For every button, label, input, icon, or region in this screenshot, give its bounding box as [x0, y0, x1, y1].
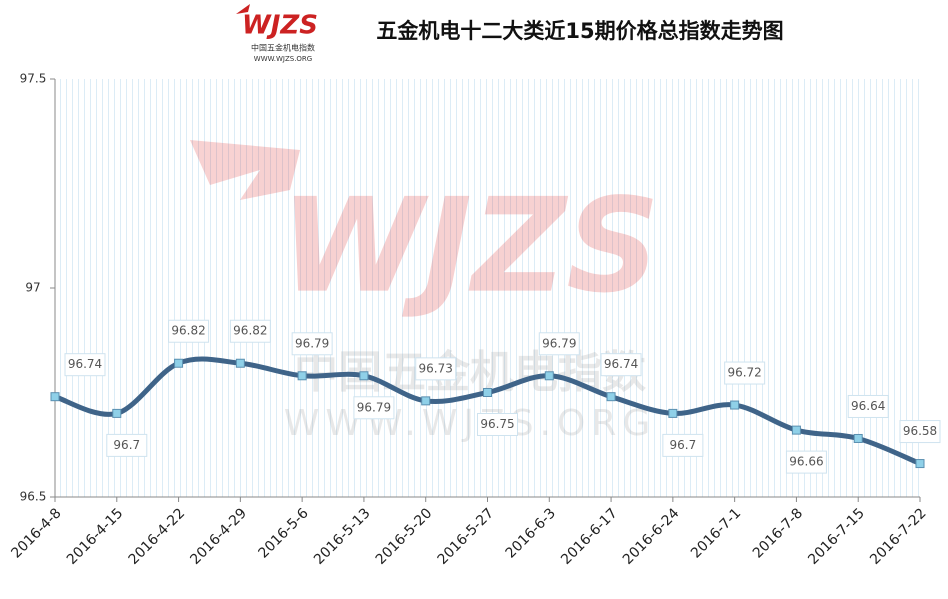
data-label: 96.58: [899, 420, 941, 444]
data-label-box: [724, 361, 766, 385]
data-label-box: [64, 353, 106, 377]
data-label: 96.79: [291, 332, 333, 356]
data-label-box: [229, 319, 271, 343]
data-label: 96.73: [415, 357, 457, 381]
data-label-box: [899, 420, 941, 444]
data-label-box: [477, 413, 518, 436]
data-label: 96.72: [724, 361, 766, 385]
data-label-text: 96.79: [357, 400, 391, 414]
data-label: 96.74: [64, 353, 106, 377]
marker: [544, 371, 554, 381]
data-label-text: 96.75: [480, 417, 514, 431]
data-label-text: 96.64: [851, 399, 885, 413]
data-label-box: [785, 450, 827, 474]
data-label: 96.75: [477, 413, 518, 436]
marker: [606, 392, 616, 402]
watermark-mark: WJZS: [280, 170, 660, 322]
watermark-url: WWW.WJZS.ORG: [284, 403, 657, 444]
marker: [359, 371, 369, 381]
data-label-box: [415, 357, 457, 381]
x-tick-label: 2016-4-29: [187, 505, 250, 568]
y-tick-label: 96.5: [20, 490, 47, 504]
data-label-box: [106, 433, 148, 457]
data-label-box: [538, 332, 580, 356]
marker: [791, 425, 801, 435]
watermark-arrow: [190, 140, 300, 260]
y-tick-label: 97.5: [20, 72, 47, 86]
data-label: 96.66: [785, 450, 827, 474]
marker: [112, 408, 122, 418]
marker: [297, 371, 307, 381]
logo-name: 中国五金机电指数: [251, 43, 315, 53]
data-label-box: [291, 332, 333, 356]
data-label-text: 96.58: [903, 424, 937, 438]
data-label-text: 96.79: [295, 336, 329, 350]
x-tick-label: 2016-6-24: [620, 505, 683, 568]
logo-mark: WJZS: [242, 11, 318, 41]
x-tick-label: 2016-5-13: [311, 505, 374, 568]
x-tick-label: 2016-6-3: [503, 505, 559, 561]
data-label-text: 96.72: [727, 366, 761, 380]
marker: [668, 408, 678, 418]
marker: [853, 433, 863, 443]
x-tick-label: 2016-7-8: [750, 505, 806, 561]
x-tick-label: 2016-5-27: [435, 505, 498, 568]
data-label-text: 96.79: [542, 336, 576, 350]
x-tick-label: 2016-7-15: [805, 505, 868, 568]
watermark: WJZS 中国五金机电指数 WWW.WJZS.ORG: [190, 140, 660, 444]
logo-url: WWW.WJZS.ORG: [254, 55, 312, 63]
x-tick-label: 2016-5-6: [256, 505, 312, 561]
x-tick-label: 2016-4-15: [64, 505, 127, 568]
data-label: 96.79: [353, 396, 395, 420]
marker: [915, 459, 925, 469]
data-label-text: 96.73: [419, 361, 453, 375]
x-tick-label: 2016-4-22: [126, 505, 189, 568]
data-label-text: 96.74: [68, 357, 102, 371]
data-label: 96.74: [600, 353, 642, 377]
x-tick-label: 2016-5-20: [373, 505, 436, 568]
data-label: 96.82: [229, 319, 271, 343]
logo: WJZS 中国五金机电指数 WWW.WJZS.ORG: [236, 4, 318, 63]
data-label-box: [353, 396, 395, 420]
x-tick-label: 2016-4-8: [8, 505, 64, 561]
y-tick-label: 97: [25, 281, 40, 295]
data-label-box: [600, 353, 642, 377]
marker: [174, 358, 184, 368]
marker: [50, 392, 60, 402]
data-label-text: 96.7: [113, 438, 140, 452]
x-tick-label: 2016-6-17: [558, 505, 621, 568]
marker: [235, 358, 245, 368]
marker: [483, 388, 492, 397]
data-label: 96.64: [847, 394, 889, 418]
data-label-text: 96.66: [789, 455, 823, 469]
logo-arrow: [236, 4, 250, 14]
chart-title: 五金机电十二大类近15期价格总指数走势图: [376, 19, 783, 43]
x-tick-label: 2016-7-22: [867, 505, 930, 568]
data-label-box: [662, 433, 704, 457]
data-label: 96.79: [538, 332, 580, 356]
data-label-text: 96.74: [604, 357, 638, 371]
data-label: 96.7: [106, 433, 148, 457]
marker: [421, 396, 431, 406]
marker: [730, 400, 740, 410]
data-label-text: 96.7: [669, 438, 696, 452]
data-label-box: [168, 319, 210, 343]
data-label-text: 96.82: [233, 324, 267, 338]
data-label: 96.82: [168, 319, 210, 343]
data-label: 96.7: [662, 433, 704, 457]
data-label-text: 96.82: [171, 324, 205, 338]
data-label-box: [847, 394, 889, 418]
x-tick-label: 2016-7-1: [688, 505, 744, 561]
